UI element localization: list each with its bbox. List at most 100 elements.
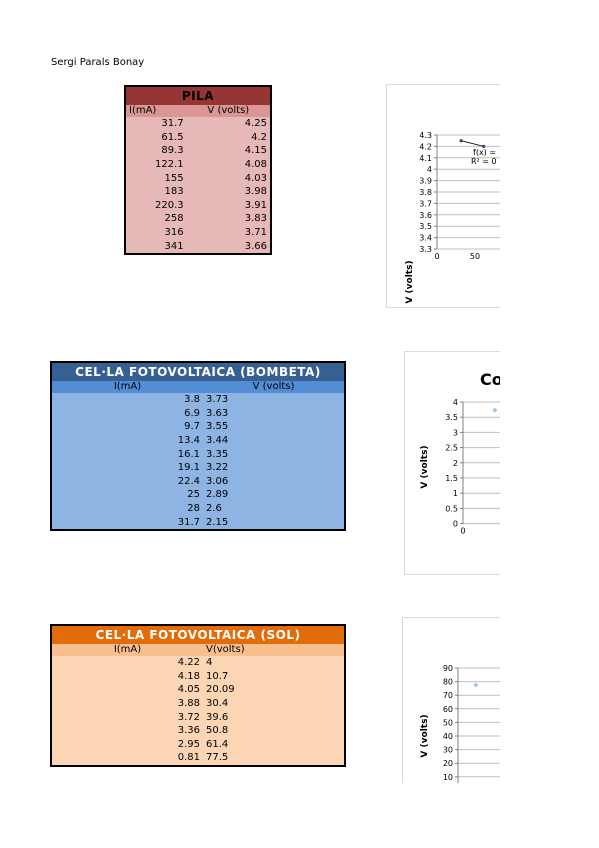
bombeta-col-current: I(mA) bbox=[51, 381, 203, 393]
current-cell: 4.18 bbox=[177, 670, 200, 682]
sol-ytick-label: 70 bbox=[443, 691, 453, 700]
current-cell: 16.1 bbox=[177, 448, 200, 460]
voltage-cell: 4.03 bbox=[244, 172, 267, 184]
table-row: 61.5 4.2 bbox=[125, 131, 271, 145]
pila-chart-svg: V (volts) 4.3 4.2 4.1 4 3.9 3.8 3.7 3.6 3.5 3.4 3.… bbox=[405, 131, 500, 304]
bombeta-chart-title: Co bbox=[480, 370, 500, 389]
table-row: 3.8 3.73 bbox=[51, 393, 345, 407]
sol-ytick-label: 90 bbox=[443, 664, 453, 673]
table-row: 258 3.83 bbox=[125, 212, 271, 226]
table-row: 28 2.6 bbox=[51, 502, 345, 516]
table-row: 341 3.66 bbox=[125, 239, 271, 254]
sol-table-title: CEL·LA FOTOVOLTAICA (SOL) bbox=[51, 625, 345, 644]
bombeta-ytick-label: 1.5 bbox=[445, 474, 458, 483]
bombeta-ytick-label: 1 bbox=[453, 489, 458, 498]
pila-data-point bbox=[482, 144, 486, 148]
table-row: 316 3.71 bbox=[125, 226, 271, 240]
pila-col-voltage: V (volts) bbox=[186, 105, 271, 117]
voltage-cell: 3.98 bbox=[244, 186, 267, 198]
current-cell: 183 bbox=[164, 186, 184, 198]
current-cell: 31.7 bbox=[177, 516, 200, 528]
current-cell: 3.8 bbox=[184, 394, 200, 406]
pila-ytick-label: 3.5 bbox=[419, 222, 432, 231]
current-cell: 19.1 bbox=[177, 462, 200, 474]
table-row: 4.18 10.7 bbox=[51, 670, 345, 684]
current-cell: 25 bbox=[187, 489, 200, 501]
voltage-cell: 3.91 bbox=[244, 199, 267, 211]
pila-table-title: PILA bbox=[125, 86, 271, 105]
sol-table: CEL·LA FOTOVOLTAICA (SOL) I(mA) V(volts)… bbox=[50, 624, 346, 767]
voltage-cell: 3.63 bbox=[206, 407, 229, 419]
voltage-cell: 3.35 bbox=[206, 448, 229, 460]
sol-col-current: I(mA) bbox=[51, 644, 203, 656]
current-cell: 4.05 bbox=[177, 684, 200, 696]
pila-chart-ylabel: V (volts) bbox=[405, 260, 415, 303]
table-row: 4.05 20.09 bbox=[51, 683, 345, 697]
voltage-cell: 30.4 bbox=[206, 698, 229, 710]
pila-ytick-label: 3.7 bbox=[419, 199, 432, 208]
table-row: 31.7 4.25 bbox=[125, 117, 271, 131]
sol-chart-svg: V (volts) 90 80 70 60 50 40 30 20 10 bbox=[420, 664, 500, 783]
pila-xtick-label: 0 bbox=[434, 252, 439, 261]
sol-ytick-label: 50 bbox=[443, 718, 453, 727]
bombeta-chart-svg: Co V (volts) 4 3.5 3 2.5 2 1.5 1 0.5 00 bbox=[420, 370, 500, 536]
voltage-cell: 4.2 bbox=[251, 131, 267, 143]
voltage-cell: 3.66 bbox=[244, 240, 267, 252]
table-row: 19.1 3.22 bbox=[51, 461, 345, 475]
voltage-cell: 3.71 bbox=[244, 227, 267, 239]
pila-ytick-label: 4.1 bbox=[419, 154, 432, 163]
table-row: 2.95 61.4 bbox=[51, 738, 345, 752]
table-row: 22.4 3.06 bbox=[51, 475, 345, 489]
pila-chart: V (volts) 4.3 4.2 4.1 4 3.9 3.8 3.7 3.6 3.5 3.4 3.… bbox=[386, 84, 500, 308]
bombeta-ytick-label: 2 bbox=[453, 459, 458, 468]
sol-ytick-label: 40 bbox=[443, 732, 453, 741]
bombeta-chart-ylabel: V (volts) bbox=[420, 445, 430, 488]
sol-chart-ylabel: V (volts) bbox=[420, 714, 430, 757]
table-row: 183 3.98 bbox=[125, 185, 271, 199]
table-row: 6.9 3.63 bbox=[51, 407, 345, 421]
author-name: Sergi Parals Bonay bbox=[51, 57, 145, 68]
current-cell: 9.7 bbox=[184, 421, 200, 433]
bombeta-data-point bbox=[492, 407, 498, 413]
pila-ytick-label: 4 bbox=[427, 165, 432, 174]
current-cell: 3.88 bbox=[177, 698, 200, 710]
pila-ytick-label: 3.3 bbox=[419, 245, 432, 254]
table-row: 9.7 3.55 bbox=[51, 420, 345, 434]
table-row: 4.22 4 bbox=[51, 656, 345, 670]
pila-ytick-label: 4.3 bbox=[419, 131, 432, 140]
sol-ytick-label: 80 bbox=[443, 678, 453, 687]
table-row: 155 4.03 bbox=[125, 171, 271, 185]
bombeta-ytick-label: 4 bbox=[453, 398, 458, 407]
pila-col-current: I(mA) bbox=[125, 105, 187, 117]
current-cell: 341 bbox=[164, 240, 184, 252]
pila-data-point bbox=[459, 139, 463, 143]
current-cell: 220.3 bbox=[154, 199, 184, 211]
voltage-cell: 50.8 bbox=[206, 725, 229, 737]
pila-table: PILA I(mA) V (volts) 31.7 4.25 61.5 4.2 89.3… bbox=[124, 85, 272, 255]
current-cell: 6.9 bbox=[184, 407, 200, 419]
sol-chart: V (volts) 90 80 70 60 50 40 30 20 10 bbox=[402, 617, 500, 783]
bombeta-ytick-label: 3 bbox=[453, 428, 458, 437]
bombeta-ytick-label: 2.5 bbox=[445, 444, 458, 453]
sol-ytick-label: 20 bbox=[443, 759, 453, 768]
voltage-cell: 2.6 bbox=[206, 503, 222, 515]
voltage-cell: 4.25 bbox=[244, 118, 267, 130]
table-row: 25 2.89 bbox=[51, 488, 345, 502]
voltage-cell: 4 bbox=[206, 657, 213, 669]
bombeta-col-voltage: V (volts) bbox=[203, 381, 345, 393]
pila-fx-label: f(x) = bbox=[473, 148, 496, 157]
current-cell: 4.22 bbox=[177, 657, 200, 669]
voltage-cell: 3.73 bbox=[206, 394, 229, 406]
table-row: 3.72 39.6 bbox=[51, 710, 345, 724]
bombeta-ytick-label: 0.5 bbox=[445, 504, 458, 513]
voltage-cell: 77.5 bbox=[206, 752, 229, 764]
current-cell: 61.5 bbox=[161, 131, 184, 143]
sol-col-voltage: V(volts) bbox=[203, 644, 345, 656]
pila-r2-label: R² = 0 bbox=[471, 157, 497, 166]
current-cell: 0.81 bbox=[177, 752, 200, 764]
bombeta-ytick-label: 3.5 bbox=[445, 413, 458, 422]
voltage-cell: 3.22 bbox=[206, 462, 229, 474]
bombeta-table: CEL·LA FOTOVOLTAICA (BOMBETA) I(mA) V (v… bbox=[50, 361, 346, 531]
sol-ytick-label: 10 bbox=[443, 773, 453, 782]
table-row: 16.1 3.35 bbox=[51, 447, 345, 461]
